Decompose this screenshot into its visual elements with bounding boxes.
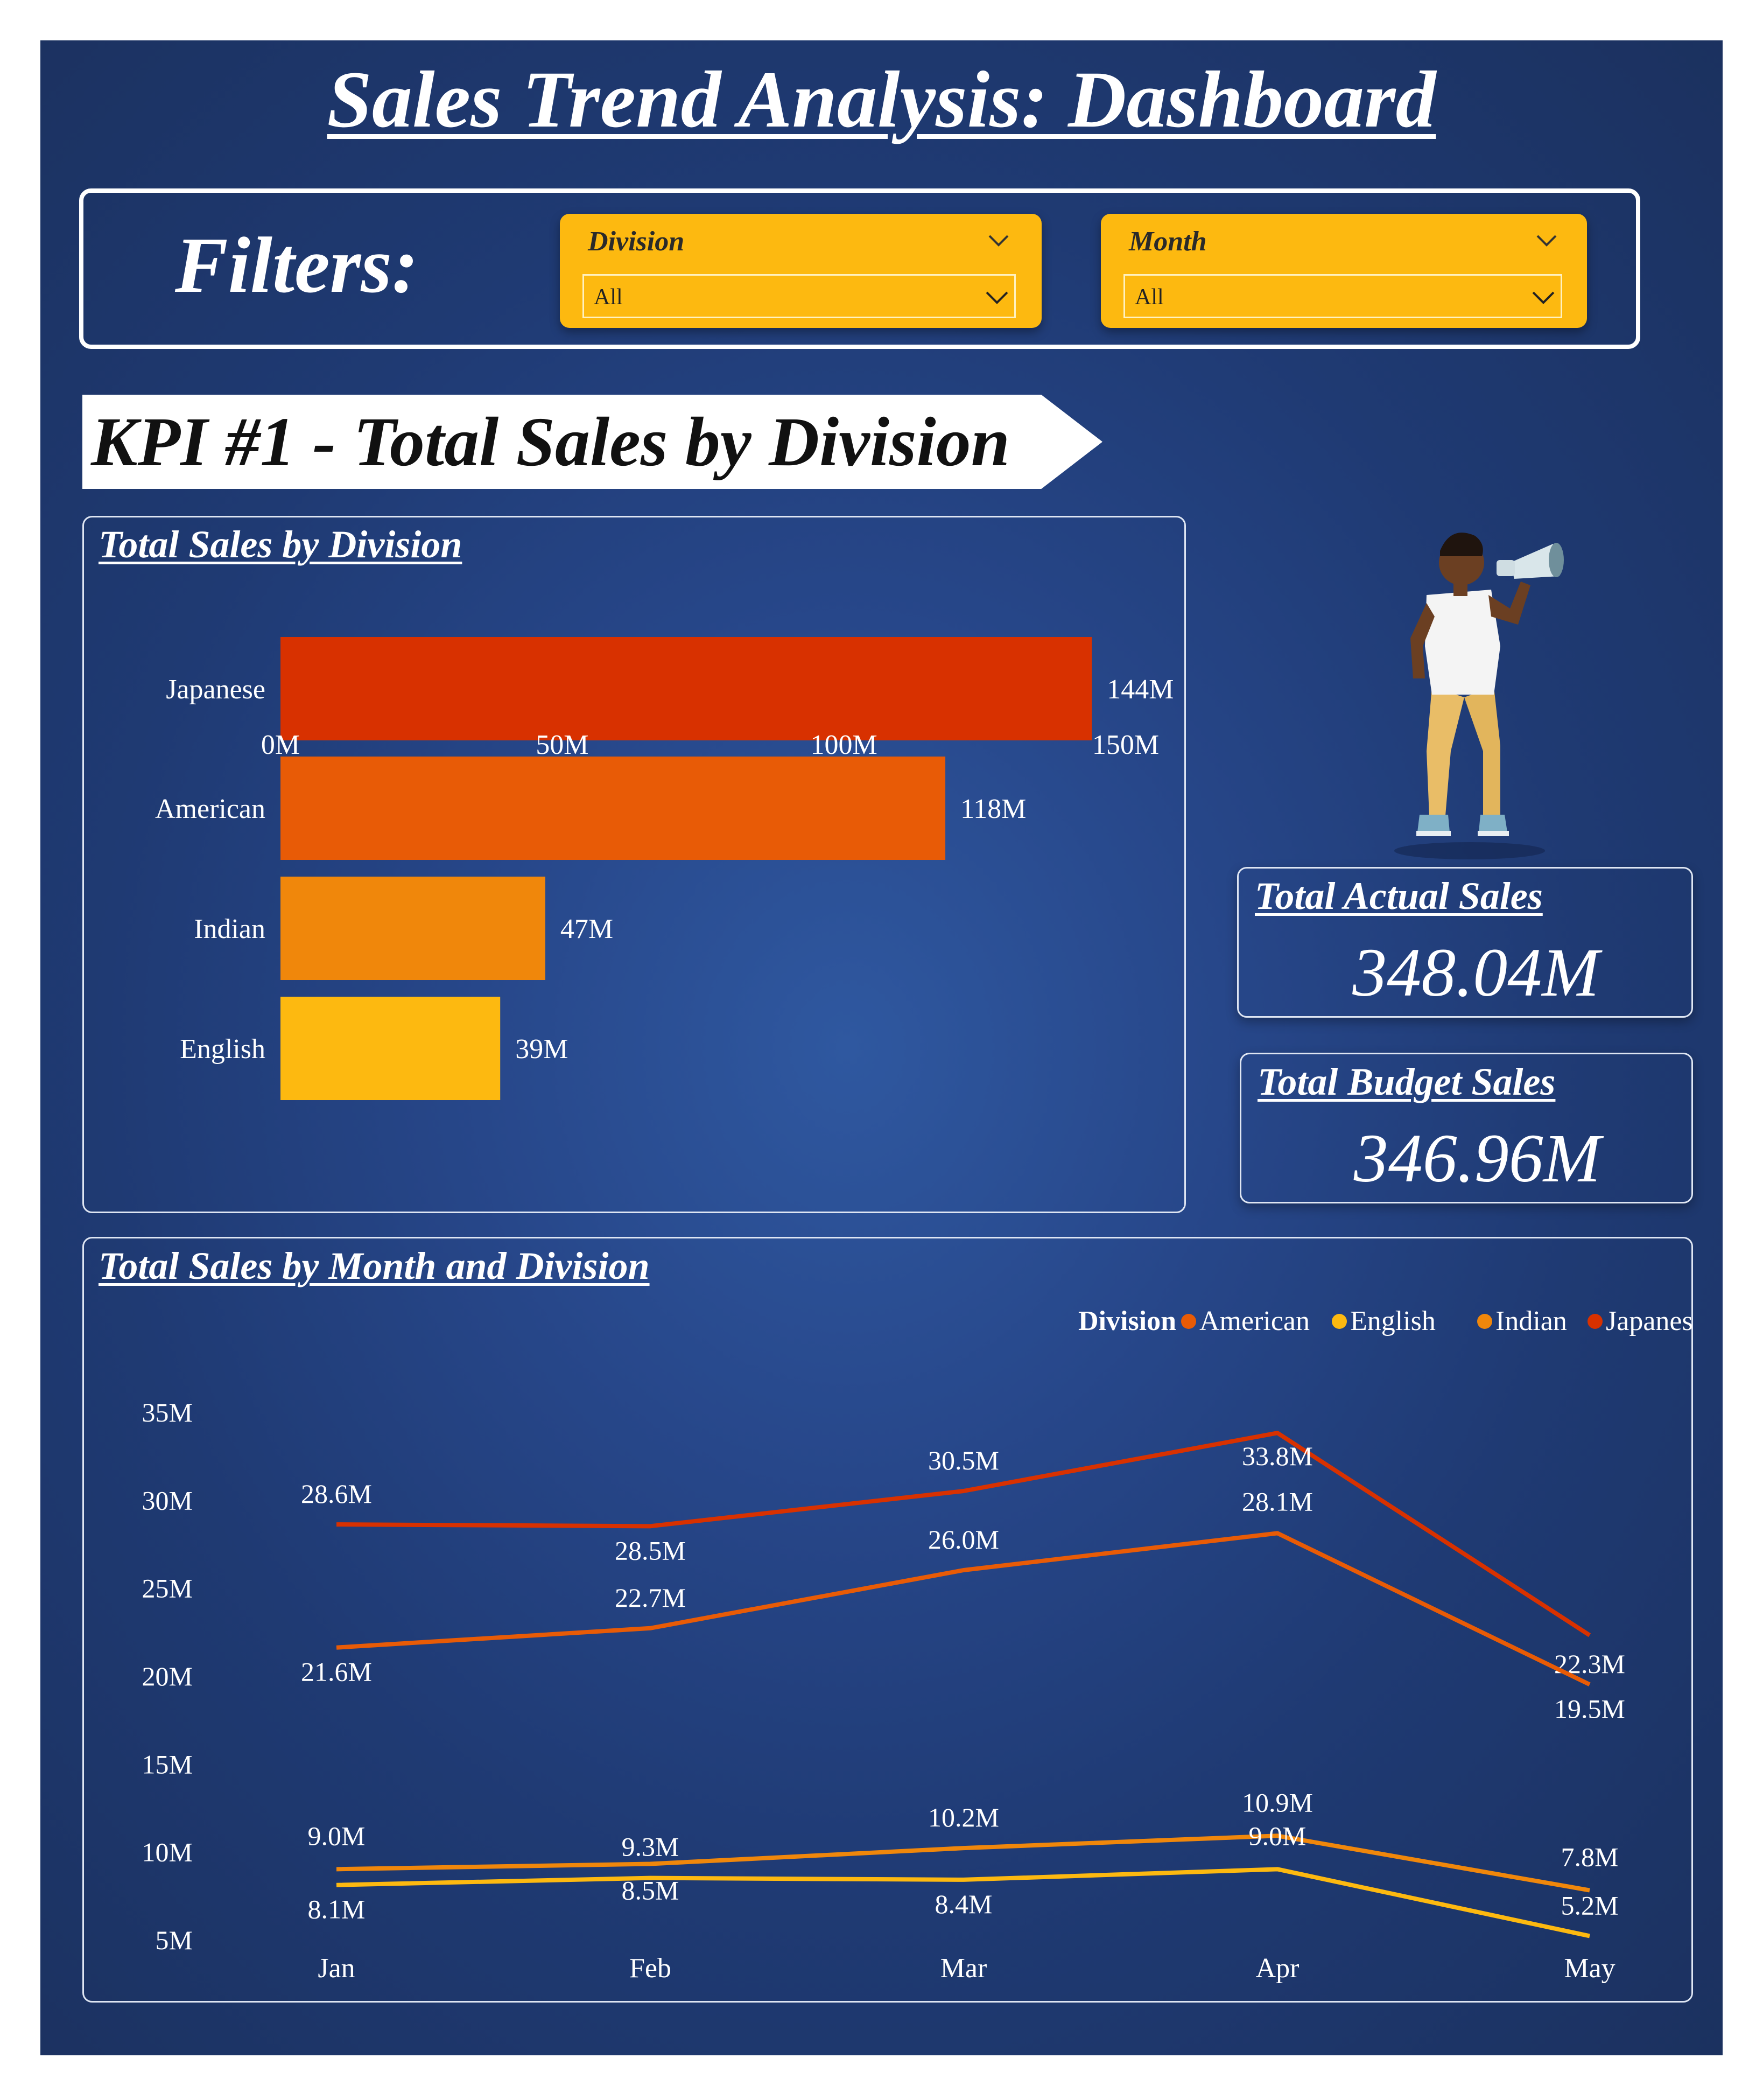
- card-value: 346.96M: [1353, 1120, 1601, 1196]
- chevron-down-icon[interactable]: [988, 234, 1009, 247]
- legend-marker-japanese: [1588, 1314, 1603, 1329]
- legend-marker-american: [1181, 1314, 1196, 1329]
- data-label-english: 5.2M: [1561, 1890, 1619, 1920]
- legend-marker-english: [1332, 1314, 1347, 1329]
- bar-japanese: [280, 637, 1092, 740]
- data-label-indian: 10.2M: [928, 1802, 999, 1832]
- data-label-american: 28.1M: [1242, 1486, 1313, 1516]
- series-line-english: [336, 1867, 1590, 1938]
- bar-data-label: 118M: [960, 794, 1026, 824]
- card-title: Total Budget Sales: [1258, 1060, 1556, 1103]
- division-dropdown[interactable]: All: [582, 274, 1016, 318]
- legend-item: American: [1199, 1306, 1310, 1336]
- data-label-american: 19.5M: [1554, 1693, 1625, 1724]
- y-axis-tick-label: 10M: [142, 1837, 193, 1867]
- data-label-english: 8.4M: [935, 1889, 993, 1919]
- division-slicer-title: Division: [588, 226, 685, 257]
- bar-category-label: English: [180, 1034, 265, 1065]
- dashboard-canvas: Sales Trend Analysis: Dashboard Filters:…: [40, 40, 1723, 2055]
- x-axis-tick-label: Feb: [629, 1953, 671, 1984]
- x-axis-tick-label: 150M: [1092, 730, 1159, 760]
- kpi-banner-text: KPI #1 - Total Sales by Division: [91, 403, 1010, 481]
- bar-data-label: 47M: [560, 914, 613, 944]
- data-label-english: 8.1M: [308, 1894, 366, 1924]
- data-label-japanese: 28.5M: [615, 1535, 686, 1565]
- bar-american: [280, 757, 946, 860]
- data-label-indian: 9.0M: [308, 1821, 366, 1851]
- line-chart: 35M 30M 25M 20M 15M 10M 5M Jan Feb Mar Apr May Divis…: [142, 1306, 1693, 1984]
- card-value: 348.04M: [1352, 934, 1599, 1011]
- x-axis-tick-label: 50M: [536, 730, 588, 760]
- data-label-english: 9.0M: [1249, 1821, 1307, 1851]
- data-label-indian: 9.3M: [622, 1832, 679, 1862]
- series-line-indian: [336, 1833, 1590, 1893]
- data-label-japanese: 33.8M: [1242, 1441, 1313, 1471]
- chevron-down-icon: [1532, 291, 1555, 304]
- bar-category-label: Japanese: [166, 674, 265, 705]
- bar-category-label: American: [155, 794, 265, 824]
- bar-english: [280, 997, 501, 1100]
- filter-panel: [79, 188, 1640, 349]
- y-axis-tick-label: 25M: [142, 1573, 193, 1604]
- bar-chart-panel: [82, 516, 1186, 1213]
- filters-label: Filters:: [175, 221, 419, 310]
- data-label-american: 26.0M: [928, 1524, 999, 1555]
- month-slicer[interactable]: Month All: [1101, 214, 1587, 328]
- kpi-banner: [82, 395, 1102, 489]
- x-axis-tick-label: May: [1564, 1953, 1615, 1984]
- x-axis-tick-label: Jan: [318, 1953, 355, 1984]
- data-label-american: 22.7M: [615, 1583, 686, 1613]
- x-axis-tick-label: Mar: [940, 1953, 987, 1984]
- data-label-indian: 10.9M: [1242, 1787, 1313, 1817]
- legend-marker-indian: [1477, 1314, 1492, 1329]
- line-chart-title: Total Sales by Month and Division: [99, 1244, 650, 1287]
- total-actual-sales-card: Total Actual Sales 348.04M: [1237, 867, 1693, 1018]
- x-axis-tick-label: 100M: [811, 730, 877, 760]
- data-label-japanese: 28.6M: [301, 1479, 372, 1509]
- y-axis-tick-label: 35M: [142, 1397, 193, 1427]
- month-value: All: [1135, 285, 1164, 310]
- legend-item: Japanese: [1606, 1306, 1693, 1336]
- division-value: All: [594, 285, 623, 310]
- bar-data-label: 39M: [515, 1034, 568, 1065]
- series-line-japanese: [336, 1431, 1591, 1637]
- bar-category-label: Indian: [194, 914, 265, 944]
- x-axis-tick-label: Apr: [1256, 1953, 1300, 1984]
- y-axis-tick-label: 5M: [156, 1925, 193, 1955]
- series-line-american: [336, 1531, 1591, 1686]
- data-label-english: 8.5M: [622, 1875, 679, 1906]
- month-slicer-title: Month: [1129, 226, 1207, 257]
- bar-chart-title: Total Sales by Division: [99, 523, 462, 566]
- page-title: Sales Trend Analysis: Dashboard: [327, 55, 1436, 144]
- data-label-indian: 7.8M: [1561, 1842, 1619, 1872]
- division-slicer[interactable]: Division All: [560, 214, 1042, 328]
- total-budget-sales-card: Total Budget Sales 346.96M: [1240, 1053, 1693, 1203]
- chevron-down-icon: [986, 291, 1008, 304]
- chevron-down-icon[interactable]: [1536, 234, 1557, 247]
- line-chart-panel: [82, 1237, 1693, 2003]
- y-axis-tick-label: 20M: [142, 1661, 193, 1691]
- bar-indian: [280, 877, 545, 980]
- bar-chart: Japanese 144M American 118M Indian 47M English…: [155, 637, 1174, 1100]
- bar-data-label: 144M: [1107, 674, 1174, 705]
- x-axis-tick-label: 0M: [261, 730, 300, 760]
- data-label-japanese: 30.5M: [928, 1445, 999, 1475]
- megaphone-person-illustration: [1394, 533, 1564, 859]
- legend-title: Division: [1078, 1306, 1176, 1336]
- legend-item: Indian: [1495, 1306, 1567, 1336]
- y-axis-tick-label: 30M: [142, 1485, 193, 1515]
- month-dropdown[interactable]: All: [1123, 274, 1562, 318]
- y-axis-tick-label: 15M: [142, 1749, 193, 1779]
- card-title: Total Actual Sales: [1255, 874, 1543, 918]
- data-label-american: 21.6M: [301, 1657, 372, 1687]
- legend-item: English: [1350, 1306, 1436, 1336]
